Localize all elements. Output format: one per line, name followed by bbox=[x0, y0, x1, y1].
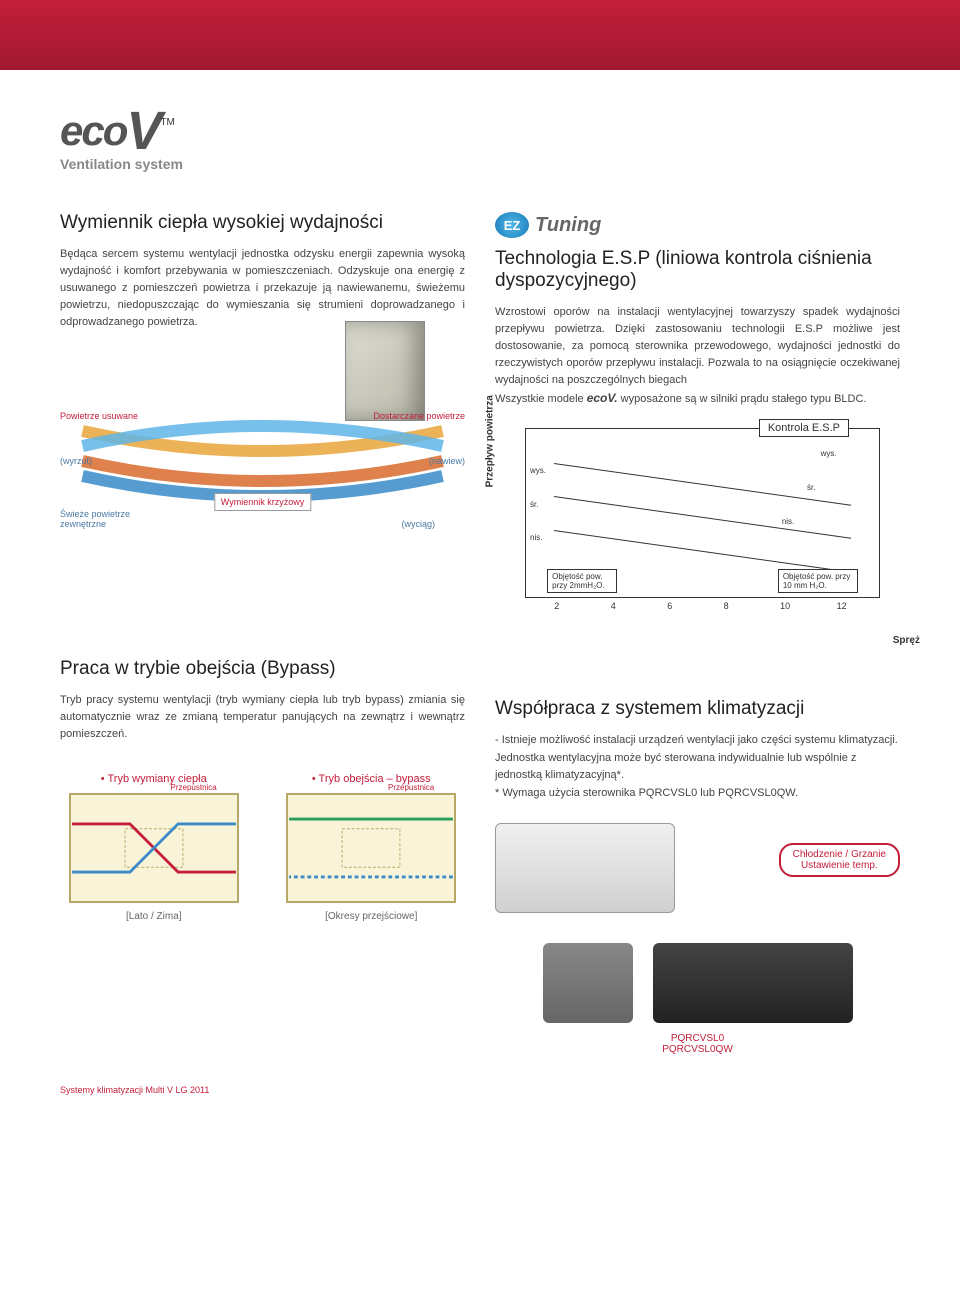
model-labels: PQRCVSL0 PQRCVSL0QW bbox=[495, 1033, 900, 1055]
bypass-caption-1: [Lato / Zima] bbox=[60, 911, 248, 922]
label-swieze: Świeże powietrze zewnętrzne bbox=[60, 509, 150, 529]
logo-ecov: ecoVTM bbox=[60, 100, 900, 162]
logo-tm: TM bbox=[160, 117, 174, 128]
heat-flow-icon bbox=[71, 795, 237, 901]
esp-yl-wys: wys. bbox=[530, 466, 546, 475]
exchanger-cube-icon bbox=[345, 321, 425, 421]
esp-line-sr bbox=[554, 496, 851, 539]
esp-series-wys: wys. bbox=[821, 449, 837, 458]
esp-xt-3: 8 bbox=[724, 601, 729, 611]
model-2: PQRCVSL0QW bbox=[495, 1044, 900, 1055]
erv-unit-icon bbox=[653, 943, 853, 1023]
bypass-text: Tryb pracy systemu wentylacji (tryb wymi… bbox=[60, 692, 465, 743]
esp-yl-sr: śr. bbox=[530, 500, 538, 509]
cooling-heating-badge: Chłodzenie / Grzanie Ustawienie temp. bbox=[779, 843, 900, 877]
bypass-flow-icon bbox=[288, 795, 454, 901]
controller-row bbox=[495, 943, 900, 1023]
coop-column: Współpraca z systemem klimatyzacji - Ist… bbox=[495, 658, 900, 1054]
esp-yl-nis: nis. bbox=[530, 533, 542, 542]
esp-text-2: Wszystkie modele ecoV. wyposażone są w s… bbox=[495, 389, 900, 408]
exchanger-box-label: Wymiennik krzyżowy bbox=[214, 493, 311, 511]
esp-note-1: Objętość pow. przy 2mmH₂O. bbox=[547, 569, 617, 593]
logo-eco-text: eco bbox=[60, 107, 126, 154]
bypass-mode1-title: • Tryb wymiany ciepła bbox=[60, 773, 248, 785]
badge-line2: Ustawienie temp. bbox=[793, 860, 886, 871]
label-dostarczane: Dostarczane powietrze bbox=[373, 411, 465, 421]
inline-ecov-logo: ecoV. bbox=[587, 391, 618, 405]
ez-badge-icon: EZ bbox=[495, 212, 529, 238]
cassette-row: Chłodzenie / Grzanie Ustawienie temp. bbox=[495, 823, 900, 913]
label-wyrzut: (wyrzut) bbox=[60, 456, 92, 466]
left-column: Wymiennik ciepła wysokiej wydajności Będ… bbox=[60, 212, 465, 628]
coop-text: - Istnieje możliwość instalacji urządzeń… bbox=[495, 732, 900, 802]
bypass-caption-2: [Okresy przejściowe] bbox=[278, 911, 466, 922]
bypass-mode2-title: • Tryb obejścia – bypass bbox=[278, 773, 466, 785]
esp-chart: Przepływ powietrza Kontrola E.S.P wys. ś… bbox=[495, 428, 900, 628]
label-usuwane: Powietrze usuwane bbox=[60, 411, 138, 421]
bypass-diagram-heat: • Tryb wymiany ciepła Przepustnica [Lato… bbox=[60, 773, 248, 922]
badge-line1: Chłodzenie / Grzanie bbox=[793, 849, 886, 860]
esp-xt-4: 10 bbox=[780, 601, 790, 611]
header-red-bar bbox=[0, 0, 960, 70]
unit-schematic-heat-icon: Przepustnica bbox=[69, 793, 239, 903]
esp-heading: Technologia E.S.P (liniowa kontrola ciśn… bbox=[495, 248, 900, 292]
coop-bullet-1: - Istnieje możliwość instalacji urządzeń… bbox=[495, 732, 900, 785]
esp-t2a: Wszystkie modele bbox=[495, 393, 587, 405]
footer-text: Systemy klimatyzacji Multi V LG 2011 bbox=[0, 1075, 960, 1105]
label-wyciag: (wyciąg) bbox=[401, 519, 435, 529]
logo-v-text: V bbox=[126, 101, 160, 161]
logo-subtitle: Ventilation system bbox=[60, 156, 900, 172]
unit-schematic-bypass-icon: Przepustnica bbox=[286, 793, 456, 903]
bypass-heading: Praca w trybie obejścia (Bypass) bbox=[60, 658, 465, 680]
bypass-diagram-bypass: • Tryb obejścia – bypass Przepustnica [O… bbox=[278, 773, 466, 922]
heat-exchanger-heading: Wymiennik ciepła wysokiej wydajności bbox=[60, 212, 465, 234]
coop-bullet-2: * Wymaga użycia sterownika PQRCVSL0 lub … bbox=[495, 785, 900, 803]
page-content: ecoVTM Ventilation system Wymiennik ciep… bbox=[0, 70, 960, 1075]
esp-chart-title: Kontrola E.S.P bbox=[759, 419, 849, 437]
esp-xlabel: Spręż bbox=[893, 635, 920, 646]
bypass-column: Praca w trybie obejścia (Bypass) Tryb pr… bbox=[60, 658, 465, 1054]
coop-heading: Współpraca z systemem klimatyzacji bbox=[495, 698, 900, 720]
remote-controller-icon bbox=[543, 943, 633, 1023]
esp-plot-area: Kontrola E.S.P wys. śr. nis. wys. śr. ni… bbox=[525, 428, 880, 598]
esp-xt-0: 2 bbox=[554, 601, 559, 611]
heat-exchanger-text: Będąca sercem systemu wentylacji jednost… bbox=[60, 246, 465, 331]
esp-t2b: wyposażone są w silniki prądu stałego ty… bbox=[618, 393, 867, 405]
esp-note-2: Objętość pow. przy 10 mm H₂O. bbox=[778, 569, 858, 593]
label-nawiew: (nawiew) bbox=[429, 456, 465, 466]
esp-ylabel: Przepływ powietrza bbox=[485, 395, 496, 487]
esp-line-nis bbox=[554, 530, 851, 573]
logo-block: ecoVTM Ventilation system bbox=[60, 100, 900, 172]
tuning-text: Tuning bbox=[535, 214, 601, 237]
esp-xt-1: 4 bbox=[611, 601, 616, 611]
esp-text-1: Wzrostowi oporów na instalacji wentylacy… bbox=[495, 304, 900, 389]
esp-xt-5: 12 bbox=[837, 601, 847, 611]
cassette-unit-icon bbox=[495, 823, 675, 913]
damper-label-2: Przepustnica bbox=[388, 783, 434, 792]
model-1: PQRCVSL0 bbox=[495, 1033, 900, 1044]
esp-series-nis: nis. bbox=[782, 517, 794, 526]
eztuning-logo: EZ Tuning bbox=[495, 212, 900, 238]
right-column: EZ Tuning Technologia E.S.P (liniowa kon… bbox=[495, 212, 900, 628]
damper-label-1: Przepustnica bbox=[171, 783, 217, 792]
esp-xt-2: 6 bbox=[667, 601, 672, 611]
exchanger-diagram: Powietrze usuwane Dostarczane powietrze … bbox=[60, 341, 465, 541]
esp-series-sr: śr. bbox=[807, 483, 815, 492]
